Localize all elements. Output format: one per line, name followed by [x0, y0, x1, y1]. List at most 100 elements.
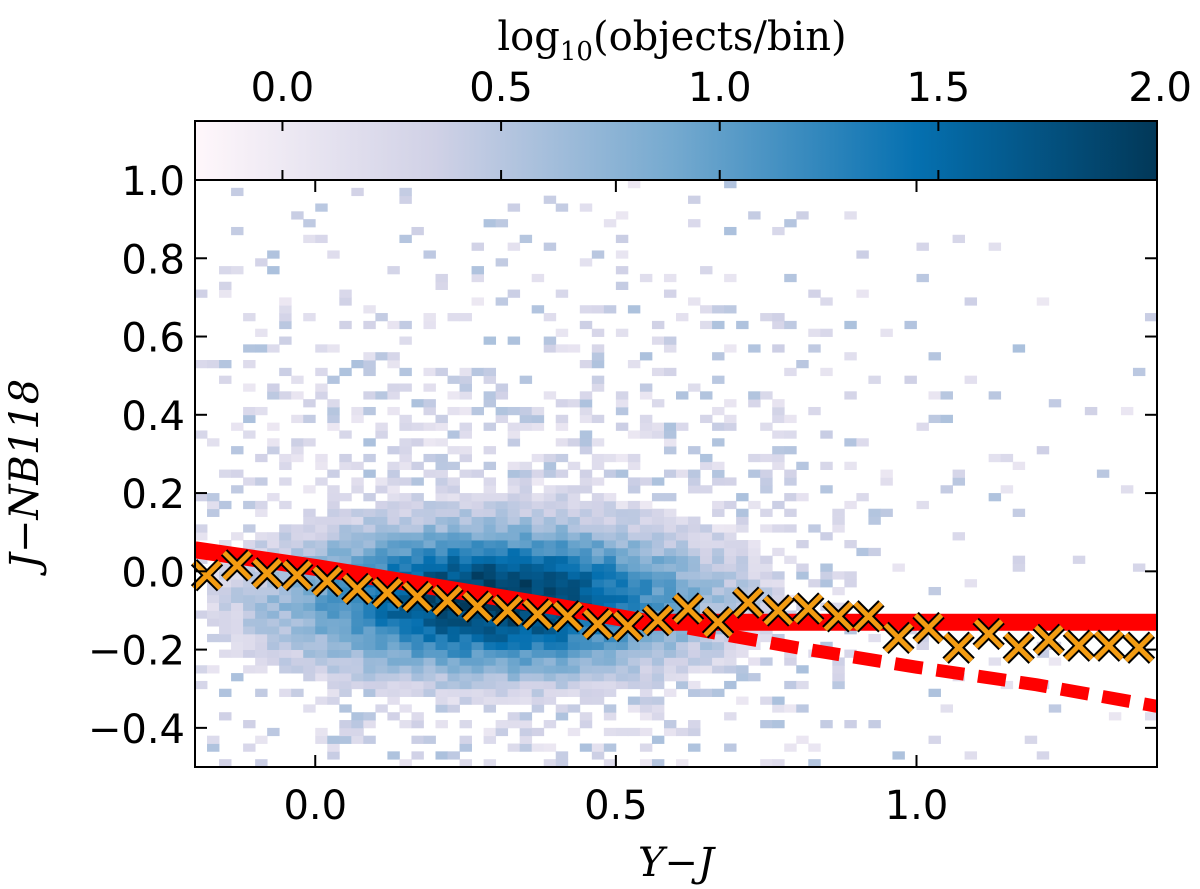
heatmap-bin [339, 665, 352, 674]
heatmap-bin [363, 493, 376, 502]
heatmap-bin [447, 375, 460, 384]
heatmap-bin [760, 563, 773, 572]
heatmap-bin [447, 547, 460, 557]
heatmap-bin [207, 633, 220, 643]
heatmap-bin [531, 696, 545, 705]
median-point [311, 564, 344, 598]
heatmap-bin [459, 735, 472, 744]
heatmap-bin [531, 571, 545, 580]
heatmap-bin [555, 586, 569, 596]
heatmap-bin [1012, 555, 1026, 564]
heatmap-bin [399, 453, 412, 463]
heatmap-bin [531, 453, 545, 463]
heatmap-bin [327, 696, 340, 705]
heatmap-bin [760, 571, 773, 580]
heatmap-bin [327, 469, 340, 478]
heatmap-bin [736, 696, 749, 705]
heatmap-bin [375, 563, 388, 572]
heatmap-bin [700, 602, 713, 611]
heatmap-bin [868, 720, 881, 729]
heatmap-bin [555, 469, 569, 478]
heatmap-bin [651, 555, 665, 564]
median-point [1092, 629, 1126, 662]
heatmap-bin [315, 665, 328, 674]
heatmap-bin [808, 759, 821, 767]
heatmap-bin [820, 641, 833, 650]
heatmap-bin [423, 594, 436, 604]
heatmap-bin [627, 524, 641, 533]
heatmap-bin [663, 594, 677, 604]
heatmap-bin [279, 602, 292, 611]
heatmap-bin [772, 226, 785, 236]
heatmap-bin [627, 547, 641, 557]
heatmap-bin [243, 563, 256, 572]
heatmap-bin [375, 547, 388, 557]
heatmap-bin [543, 485, 557, 494]
heatmap-bin [543, 571, 557, 580]
x-axis-label: Y−J [638, 840, 716, 886]
heatmap-bin [243, 626, 256, 635]
heatmap-bin [507, 336, 521, 345]
heatmap-bin [651, 712, 665, 721]
heatmap-bin [880, 508, 893, 517]
heatmap-bin [700, 320, 713, 330]
heatmap-bin [471, 610, 484, 619]
heatmap-bin [651, 430, 665, 439]
heatmap-bin [459, 367, 472, 377]
heatmap-bin [459, 571, 472, 580]
median-point [281, 559, 314, 592]
heatmap-bin [736, 571, 749, 580]
heatmap-bin [555, 673, 569, 682]
heatmap-bin [219, 712, 232, 721]
heatmap-bin [1144, 313, 1157, 322]
heatmap-bin [724, 555, 737, 564]
heatmap-bin [724, 414, 737, 424]
heatmap-bin [459, 547, 472, 557]
heatmap-bin [555, 688, 569, 697]
heatmap-bin [219, 540, 232, 549]
heatmap-bin [543, 665, 557, 674]
heatmap-bin [892, 563, 905, 572]
heatmap-bin [483, 422, 497, 431]
median-point [1032, 623, 1065, 656]
heatmap-bin [579, 720, 593, 729]
heatmap-bin [555, 344, 569, 353]
heatmap-bin [327, 422, 340, 431]
heatmap-bin [303, 313, 316, 322]
heatmap-bin [760, 586, 773, 596]
heatmap-bin [291, 688, 304, 697]
heatmap-bin [543, 344, 557, 353]
heatmap-bin [844, 352, 857, 361]
heatmap-bin [195, 680, 208, 690]
heatmap-bin [459, 422, 472, 431]
heatmap-bin [844, 211, 857, 220]
heatmap-bin [327, 657, 340, 666]
heatmap-bin [399, 195, 412, 204]
heatmap-bin [315, 602, 328, 611]
heatmap-bin [231, 594, 244, 604]
heatmap-bin [724, 226, 737, 236]
heatmap-bin [423, 610, 436, 619]
heatmap-bin [676, 665, 689, 674]
heatmap-bin [591, 594, 605, 604]
heatmap-bin [579, 485, 593, 494]
heatmap-bin [447, 571, 460, 580]
median-point [762, 594, 795, 627]
heatmap-bin [471, 571, 484, 580]
heatmap-bin [651, 422, 665, 431]
heatmap-bin [676, 391, 689, 400]
heatmap-bin [844, 571, 857, 580]
heatmap-bin [964, 375, 978, 384]
heatmap-bin [856, 493, 869, 502]
heatmap-bin [375, 602, 388, 611]
heatmap-bin [243, 743, 256, 752]
heatmap-bin [579, 477, 593, 486]
heatmap-bin [688, 571, 701, 580]
heatmap-bin [315, 391, 328, 400]
heatmap-bin [784, 446, 797, 455]
heatmap-bin [519, 696, 533, 705]
heatmap-bin [459, 665, 472, 674]
heatmap-bin [375, 524, 388, 533]
heatmap-bin [748, 571, 761, 580]
heatmap-bin [567, 524, 581, 533]
